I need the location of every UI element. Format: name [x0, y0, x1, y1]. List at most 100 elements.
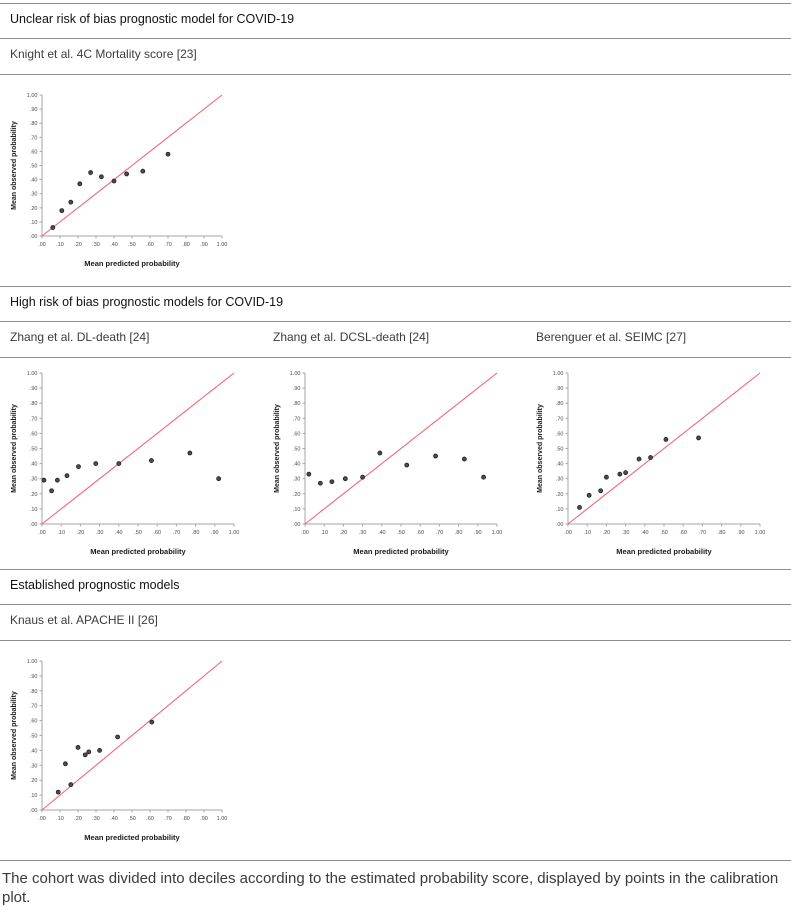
svg-text:.20: .20: [30, 492, 38, 498]
svg-text:.50: .50: [556, 446, 564, 452]
svg-text:.80: .80: [192, 530, 200, 536]
divider: [0, 603, 791, 605]
calibration-plot-zhang-dcsl-death: .00.00 .10 .10 .20 .20 .30 .30 .40 .40 .50 .50 .60.…: [268, 364, 526, 563]
svg-text:.80: .80: [182, 242, 190, 248]
model-name-knaus-apache: Knaus et al. APACHE II [26]: [10, 612, 158, 627]
svg-text:.70: .70: [30, 416, 38, 422]
svg-text:.40: .40: [30, 748, 38, 754]
svg-text:.70: .70: [436, 530, 444, 536]
svg-text:.50: .50: [293, 446, 301, 452]
svg-text:.30: .30: [30, 192, 38, 198]
svg-text:.90: .90: [737, 530, 745, 536]
model-name-row: Zhang et al. DL-death [24] Zhang et al. …: [0, 322, 791, 357]
calibration-plot-berenguer-seimc: .00.00 .10 .10 .20 .20 .30 .30 .40 .40 .50 .50 .60.…: [531, 364, 789, 563]
svg-text:Mean predicted probability: Mean predicted probability: [616, 547, 712, 556]
svg-text:.80: .80: [182, 816, 190, 822]
svg-text:.60: .60: [679, 530, 687, 536]
svg-text:.90: .90: [556, 386, 564, 392]
svg-text:.40: .40: [30, 461, 38, 467]
svg-text:1.00: 1.00: [27, 659, 38, 665]
divider: [0, 639, 791, 641]
svg-text:.10: .10: [320, 530, 328, 536]
svg-text:.50: .50: [30, 163, 38, 169]
svg-text:.80: .80: [293, 401, 301, 407]
svg-text:.70: .70: [173, 530, 181, 536]
svg-text:Mean observed probability: Mean observed probability: [274, 404, 281, 493]
svg-text:Mean observed probability: Mean observed probability: [537, 404, 544, 493]
svg-text:1.00: 1.00: [27, 93, 38, 99]
svg-text:.10: .10: [583, 530, 591, 536]
divider: [0, 568, 791, 570]
svg-text:.40: .40: [556, 461, 564, 467]
svg-text:1.00: 1.00: [27, 371, 38, 377]
svg-text:1.00: 1.00: [553, 371, 564, 377]
svg-text:.50: .50: [660, 530, 668, 536]
svg-text:.40: .40: [115, 530, 123, 536]
svg-text:Mean predicted probability: Mean predicted probability: [353, 547, 449, 556]
divider: [0, 3, 791, 4]
svg-text:.80: .80: [455, 530, 463, 536]
svg-text:.20: .20: [30, 778, 38, 784]
section-title-established: Established prognostic models: [10, 577, 180, 592]
svg-text:.60: .60: [30, 431, 38, 437]
svg-text:1.00: 1.00: [217, 816, 228, 822]
svg-text:.20: .20: [77, 530, 85, 536]
section-title-high-risk: High risk of bias prognostic models for …: [10, 294, 284, 309]
svg-text:.80: .80: [556, 401, 564, 407]
svg-text:.00: .00: [564, 530, 572, 536]
svg-text:.90: .90: [30, 386, 38, 392]
svg-text:.10: .10: [56, 816, 64, 822]
svg-text:.10: .10: [293, 507, 301, 513]
svg-text:.50: .50: [128, 242, 136, 248]
svg-text:.40: .40: [110, 242, 118, 248]
svg-text:.30: .30: [622, 530, 630, 536]
svg-text:1.00: 1.00: [229, 530, 240, 536]
figure-caption: The cohort was divided into deciles acco…: [2, 869, 779, 906]
svg-text:.10: .10: [30, 220, 38, 226]
svg-text:.20: .20: [556, 492, 564, 498]
divider: [0, 73, 791, 75]
calibration-plot-knaus-apache-ii: .00.00 .10 .10 .20 .20 .30 .30 .40 .40 .50 .50 .60.…: [5, 652, 263, 849]
svg-text:.50: .50: [30, 446, 38, 452]
svg-text:.60: .60: [146, 242, 154, 248]
model-name-zhang-dcsl-death: Zhang et al. DCSL-death [24]: [273, 329, 430, 344]
svg-text:.70: .70: [30, 704, 38, 710]
svg-text:.00: .00: [38, 816, 46, 822]
divider: [0, 320, 791, 322]
svg-text:.90: .90: [30, 107, 38, 113]
svg-text:.60: .60: [153, 530, 161, 536]
svg-text:.60: .60: [146, 816, 154, 822]
svg-text:Mean predicted probability: Mean predicted probability: [84, 833, 180, 842]
svg-text:.90: .90: [211, 530, 219, 536]
section-title-unclear-risk: Unclear risk of bias prognostic model fo…: [10, 12, 295, 26]
svg-text:.20: .20: [293, 492, 301, 498]
calibration-plot-knight-4c-mortality: .00.00 .10 .10 .20 .20 .30 .30 .40 .40 .50 .50 .60.…: [5, 86, 263, 275]
divider: [0, 859, 791, 861]
svg-text:.10: .10: [56, 242, 64, 248]
charts-row-established: .00.00 .10 .10 .20 .20 .30 .30 .40 .40 .50 .50 .60.…: [0, 641, 791, 860]
svg-text:.00: .00: [301, 530, 309, 536]
svg-text:.30: .30: [92, 242, 100, 248]
svg-text:.40: .40: [110, 816, 118, 822]
divider: [0, 285, 791, 287]
svg-text:.50: .50: [128, 816, 136, 822]
svg-text:.20: .20: [340, 530, 348, 536]
svg-text:.10: .10: [57, 530, 65, 536]
svg-text:.80: .80: [30, 401, 38, 407]
divider: [0, 37, 791, 39]
svg-text:.20: .20: [74, 242, 82, 248]
svg-text:.90: .90: [200, 242, 208, 248]
svg-text:Mean observed probability: Mean observed probability: [11, 121, 18, 210]
svg-text:.30: .30: [30, 763, 38, 769]
svg-text:.90: .90: [200, 816, 208, 822]
svg-text:.70: .70: [556, 416, 564, 422]
svg-text:.70: .70: [164, 816, 172, 822]
svg-text:.00: .00: [556, 522, 564, 528]
svg-text:.00: .00: [30, 234, 38, 240]
svg-text:.00: .00: [30, 522, 38, 528]
svg-text:1.00: 1.00: [755, 530, 766, 536]
svg-text:Mean observed probability: Mean observed probability: [11, 691, 18, 780]
svg-text:.40: .40: [641, 530, 649, 536]
svg-text:.00: .00: [38, 530, 46, 536]
svg-text:.70: .70: [30, 135, 38, 141]
